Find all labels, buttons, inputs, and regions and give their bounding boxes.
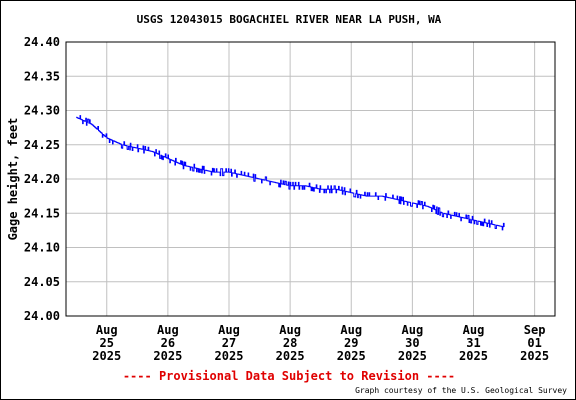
provisional-note: ---- Provisional Data Subject to Revisio… — [122, 369, 456, 383]
x-tick-label: Aug — [463, 323, 485, 337]
series-line — [76, 115, 505, 231]
x-tick-label: Sep — [524, 323, 546, 337]
y-tick-label: 24.40 — [24, 35, 60, 49]
x-tick-label: 2025 — [520, 349, 549, 363]
x-tick-label: 29 — [344, 336, 358, 350]
x-tick-label: 2025 — [459, 349, 488, 363]
y-tick-label: 24.05 — [24, 275, 60, 289]
x-tick-label: 2025 — [153, 349, 182, 363]
x-tick-label: Aug — [218, 323, 240, 337]
x-tick-label: 28 — [283, 336, 297, 350]
x-tick-label: 2025 — [215, 349, 244, 363]
x-tick-label: 30 — [405, 336, 419, 350]
y-tick-label: 24.10 — [24, 241, 60, 255]
x-tick-label: 2025 — [92, 349, 121, 363]
y-tick-label: 24.00 — [24, 309, 60, 323]
y-tick-label: 24.30 — [24, 104, 60, 118]
x-tick-label: Aug — [340, 323, 362, 337]
courtesy-note: Graph courtesy of the U.S. Geological Su… — [355, 386, 567, 395]
y-tick-label: 24.25 — [24, 138, 60, 152]
x-tick-label: 2025 — [398, 349, 427, 363]
y-tick-label: 24.35 — [24, 69, 60, 83]
x-tick-label: 31 — [466, 336, 480, 350]
x-tick-label: Aug — [402, 323, 424, 337]
x-tick-label: Aug — [279, 323, 301, 337]
x-tick-label: 2025 — [337, 349, 366, 363]
x-tick-label: 27 — [222, 336, 236, 350]
x-tick-label: 25 — [100, 336, 114, 350]
chart-title: USGS 12043015 BOGACHIEL RIVER NEAR LA PU… — [136, 13, 442, 26]
x-tick-label: Aug — [96, 323, 118, 337]
x-tick-label: 26 — [161, 336, 175, 350]
x-tick-label: 01 — [527, 336, 541, 350]
x-tick-label: Aug — [157, 323, 179, 337]
y-tick-label: 24.20 — [24, 172, 60, 186]
x-tick-label: 2025 — [276, 349, 305, 363]
plot-frame — [65, 41, 556, 317]
y-tick-label: 24.15 — [24, 206, 60, 220]
